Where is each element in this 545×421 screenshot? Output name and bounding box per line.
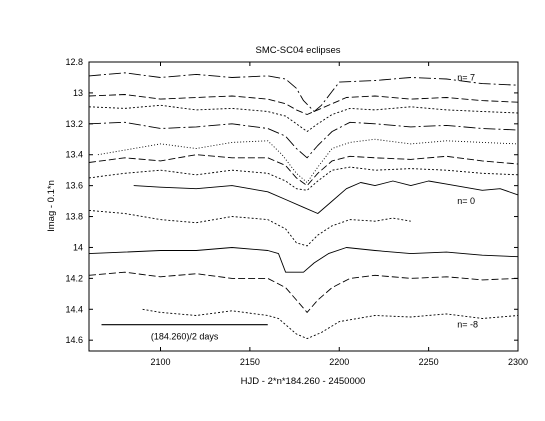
- y-tick-label: 13.8: [65, 212, 83, 222]
- annotation-layer: n= 7 n= 0 n= -8 (184.260)/2 days: [101, 72, 478, 342]
- x-tick-label: 2100: [150, 357, 170, 367]
- y-tick-label: 12.8: [65, 57, 83, 67]
- series-annotation: n= -8: [457, 320, 478, 330]
- y-tick-label: 14: [73, 242, 83, 252]
- series-annotation: n= 7: [457, 72, 475, 82]
- y-tick-label: 14.6: [65, 335, 83, 345]
- x-tick-label: 2300: [508, 357, 528, 367]
- light-curve-5: [88, 154, 519, 187]
- light-curve-10: [88, 271, 519, 313]
- light-curve-3: [88, 121, 519, 159]
- light-curve-4: [97, 138, 519, 183]
- y-axis-label: Imag - 0.1*n: [46, 180, 57, 232]
- plot-frame: [88, 61, 519, 352]
- scale-bar-label: (184.260)/2 days: [151, 332, 219, 342]
- light-curve-11: [142, 308, 519, 340]
- x-tick-label: 2200: [329, 357, 349, 367]
- x-tick-label: 2250: [419, 357, 439, 367]
- y-tick-label: 13.4: [65, 150, 83, 160]
- y-tick-label: 14.2: [65, 273, 83, 283]
- light-curve-9: [88, 247, 519, 273]
- light-curve-1: [88, 94, 519, 115]
- light-curve-8: [88, 209, 411, 247]
- series-layer: [88, 72, 519, 340]
- series-annotation: n= 0: [457, 196, 475, 206]
- y-tick-label: 13: [73, 88, 83, 98]
- x-axis-label: HJD - 2*n*184.260 - 2450000: [241, 376, 366, 387]
- y-tick-label: 13.2: [65, 119, 83, 129]
- light-curve-0: [88, 72, 519, 112]
- light-curve-2: [88, 104, 519, 132]
- y-tick-label: 13.6: [65, 181, 83, 191]
- light-curve-7: [133, 180, 519, 214]
- x-tick-label: 2150: [240, 357, 260, 367]
- chart-title: SMC-SC04 eclipses: [256, 45, 341, 56]
- y-tick-label: 14.4: [65, 304, 83, 314]
